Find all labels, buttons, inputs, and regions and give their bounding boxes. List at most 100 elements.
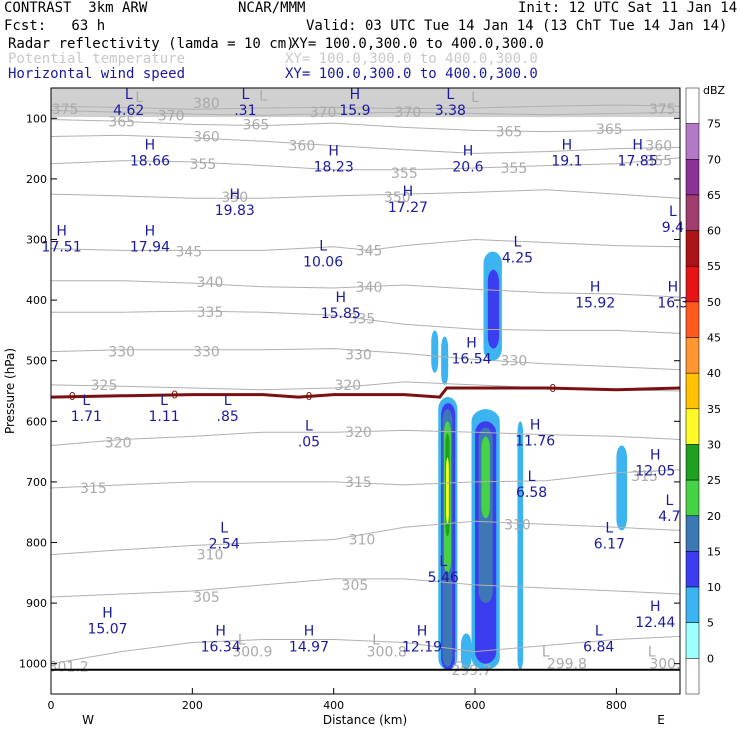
- institution: NCAR/MMM: [238, 0, 306, 16]
- zero-line-label: 0: [69, 390, 76, 403]
- theta-label: 320: [334, 378, 361, 394]
- colorbar-level-label: 70: [707, 153, 721, 166]
- wind-extremum-marker: H: [56, 224, 67, 240]
- theta-label: 305: [193, 590, 220, 606]
- wind-extremum-marker: L: [82, 393, 90, 409]
- theta-label: 315: [80, 481, 107, 497]
- colorbar-bin: [685, 265, 700, 303]
- theta-label: 330: [108, 345, 135, 361]
- wind-extremum-value: 14.97: [289, 639, 329, 655]
- theta-label: 325: [91, 378, 118, 394]
- theta-contour: [51, 310, 680, 334]
- wind-extremum-value: 17.27: [388, 200, 428, 216]
- x-tick-label: 200: [182, 699, 203, 712]
- wind-extremum-value: 5.46: [428, 570, 459, 586]
- wind-extremum-marker: H: [466, 336, 477, 352]
- wind-extremum-marker: H: [650, 448, 661, 464]
- zero-line-label: 0: [305, 390, 312, 403]
- model-title: CONTRAST 3km ARW: [4, 0, 148, 16]
- theta-contour: [51, 238, 680, 251]
- theta-label: 360: [193, 129, 220, 145]
- theta-label: 330: [345, 348, 372, 364]
- y-tick-label: 800: [26, 537, 47, 550]
- x-axis-east-label: E: [657, 713, 665, 727]
- wind-extremum-value: 11.76: [515, 433, 555, 449]
- colorbar-bin: [685, 444, 700, 481]
- theta-contour: [51, 189, 680, 199]
- theta-label: 355: [190, 157, 217, 173]
- wind-extremum-value: 1.11: [148, 409, 179, 425]
- wind-extremum-value: 15.07: [87, 621, 127, 637]
- theta-extremum: L: [372, 632, 380, 648]
- wind-extremum-value: 2.54: [209, 536, 240, 552]
- reflectivity-cell: [460, 633, 472, 670]
- theta-label: 365: [243, 117, 270, 133]
- theta-label: 370: [310, 105, 337, 121]
- wind-extremum-value: 15.85: [321, 306, 361, 322]
- theta-label: 355: [391, 166, 418, 182]
- wind-extremum-marker: L: [220, 520, 228, 536]
- theta-extremum: L: [238, 632, 246, 648]
- y-tick-label: 500: [26, 355, 47, 368]
- theta-label: 300.8: [367, 645, 407, 661]
- zero-line-label: 0: [549, 382, 556, 395]
- wind-extremum-value: 4.25: [502, 250, 533, 266]
- wind-extremum-marker: H: [632, 137, 643, 153]
- field2-xy: XY= 100.0,300.0 to 400.0,300.0: [285, 51, 538, 67]
- y-tick-label: 700: [26, 476, 47, 489]
- theta-contour: [51, 134, 680, 154]
- theta-contour: [51, 104, 680, 110]
- colorbar-bin: [685, 586, 700, 623]
- theta-label: 330: [193, 345, 220, 361]
- wind-extremum-marker: H: [350, 87, 361, 103]
- x-axis-west-label: W: [82, 713, 94, 727]
- wind-extremum-value: 18.23: [314, 160, 354, 176]
- plot-frame: [50, 87, 681, 695]
- theta-label: 310: [349, 532, 376, 548]
- theta-label: 315: [631, 469, 658, 485]
- theta-label: 340: [356, 280, 383, 296]
- wind-extremum-value: 6.84: [583, 639, 614, 655]
- theta-label: 335: [197, 305, 224, 321]
- wind-extremum-value: 17.94: [130, 240, 170, 256]
- colorbar-bin: [685, 658, 700, 695]
- wind-extremum-value: 3.38: [435, 103, 466, 119]
- theta-label: 375: [649, 102, 676, 118]
- wind-extremum-value: 17.85: [618, 153, 658, 169]
- reflectivity-cell: [446, 457, 449, 525]
- colorbar-unit: dBZ: [703, 84, 726, 97]
- theta-label: 310: [504, 517, 531, 533]
- wind-extremum-value: 6.17: [594, 536, 625, 552]
- wind-extremum-marker: H: [145, 137, 156, 153]
- wind-extremum-marker: L: [665, 493, 673, 509]
- wind-extremum-marker: H: [668, 279, 679, 295]
- theta-label: 315: [345, 475, 372, 491]
- wind-extremum-marker: L: [319, 239, 327, 255]
- wind-extremum-value: 16.34: [201, 639, 241, 655]
- y-tick-label: 600: [26, 415, 47, 428]
- wind-extremum-marker: L: [514, 234, 522, 250]
- wind-extremum-value: 10.06: [303, 255, 343, 271]
- theta-label: 355: [501, 161, 528, 177]
- wind-extremum-value: 19.1: [551, 153, 582, 169]
- theta-label: 380: [193, 96, 220, 112]
- theta-label: 350: [384, 190, 411, 206]
- colorbar-level-label: 65: [707, 189, 721, 202]
- wind-extremum-value: 20.6: [452, 160, 483, 176]
- wind-extremum-marker: H: [650, 599, 661, 615]
- theta-label: 360: [645, 139, 672, 155]
- colorbar-level-label: 40: [707, 367, 721, 380]
- colorbar-bin: [685, 372, 700, 410]
- wind-extremum-value: 12.19: [402, 639, 442, 655]
- colorbar-level-label: 20: [707, 510, 721, 523]
- y-tick-label: 200: [26, 173, 47, 186]
- wind-extremum-marker: H: [562, 137, 573, 153]
- reflectivity-cell: [616, 445, 627, 531]
- y-tick-label: 300: [26, 234, 47, 247]
- theta-label: 355: [645, 154, 672, 170]
- theta-extremum: L: [471, 90, 479, 106]
- theta-label: 370: [395, 105, 422, 121]
- wind-extremum-value: 12.44: [635, 615, 675, 631]
- theta-contour: [51, 635, 680, 665]
- wind-extremum-value: 15.9: [339, 103, 370, 119]
